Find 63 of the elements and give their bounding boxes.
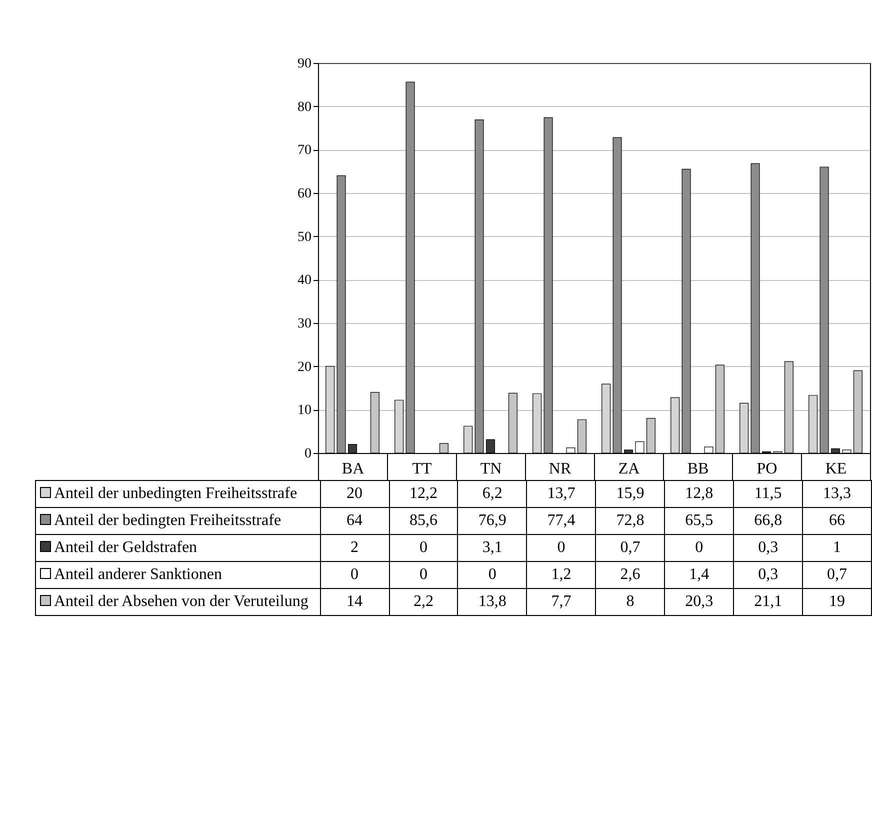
data-label: 0 bbox=[389, 534, 458, 562]
data-label: 85,6 bbox=[389, 508, 458, 534]
data-label: 14 bbox=[320, 588, 389, 616]
y-tick-label: 0 bbox=[304, 446, 312, 462]
legend-label: Anteil der Absehen von der Veruteilung bbox=[36, 588, 320, 616]
y-tick-label: 70 bbox=[298, 143, 312, 158]
x-tick-label: TT bbox=[412, 460, 432, 478]
data-label: 76,9 bbox=[458, 508, 527, 534]
data-label: 19 bbox=[802, 588, 872, 616]
data-label: 13,8 bbox=[458, 588, 527, 616]
data-label: 64 bbox=[320, 508, 389, 534]
x-tick-label: ZA bbox=[618, 460, 640, 478]
data-label: 0 bbox=[389, 562, 458, 588]
x-tick-label: BA bbox=[342, 460, 365, 478]
data-label: 20,3 bbox=[664, 588, 734, 616]
data-label: 2,6 bbox=[596, 562, 665, 588]
data-label: 3,1 bbox=[458, 534, 527, 562]
y-tick-label: 30 bbox=[298, 316, 312, 332]
data-label: 1 bbox=[802, 534, 872, 562]
legend-label: Anteil der unbedingten Freiheitsstrafe bbox=[36, 480, 320, 508]
data-label: 0,3 bbox=[734, 562, 803, 588]
data-label: 2,2 bbox=[389, 588, 458, 616]
x-tick-label: TN bbox=[480, 460, 502, 478]
x-tick-label: NR bbox=[548, 460, 572, 478]
data-label: 21,1 bbox=[734, 588, 803, 616]
data-label: 0,3 bbox=[734, 534, 803, 562]
data-label: 65,5 bbox=[664, 508, 734, 534]
y-tick-label: 40 bbox=[298, 273, 312, 288]
data-label: 13,3 bbox=[802, 480, 872, 508]
data-label: 1,2 bbox=[526, 562, 596, 588]
data-label: 66,8 bbox=[734, 508, 803, 534]
data-label: 1,4 bbox=[664, 562, 734, 588]
data-label: 13,7 bbox=[526, 480, 596, 508]
x-tick-label: KE bbox=[825, 460, 847, 478]
data-label: 66 bbox=[802, 508, 872, 534]
data-label: 0 bbox=[458, 562, 527, 588]
data-label: 0 bbox=[320, 562, 389, 588]
legend-label: Anteil der Geldstrafen bbox=[36, 534, 320, 562]
data-label: 11,5 bbox=[734, 480, 803, 508]
data-label: 0 bbox=[526, 534, 596, 562]
data-label: 7,7 bbox=[526, 588, 596, 616]
y-tick-label: 60 bbox=[298, 186, 312, 202]
data-label: 77,4 bbox=[526, 508, 596, 534]
data-label: 6,2 bbox=[458, 480, 527, 508]
y-tick-label: 20 bbox=[298, 360, 312, 375]
x-tick-label: BB bbox=[687, 460, 709, 478]
y-tick-label: 50 bbox=[298, 230, 312, 245]
legend-label: Anteil anderer Sanktionen bbox=[36, 562, 320, 588]
data-label: 15,9 bbox=[596, 480, 665, 508]
data-label: 12,2 bbox=[389, 480, 458, 508]
data-label: 72,8 bbox=[596, 508, 665, 534]
x-tick-label: PO bbox=[756, 460, 778, 478]
y-tick-label: 10 bbox=[298, 403, 312, 418]
legend-label: Anteil der bedingten Freiheitsstrafe bbox=[36, 508, 320, 534]
data-label: 0,7 bbox=[596, 534, 665, 562]
data-label: 20 bbox=[320, 480, 389, 508]
data-label: 0 bbox=[664, 534, 734, 562]
y-tick-label: 90 bbox=[298, 56, 312, 72]
data-label: 12,8 bbox=[664, 480, 734, 508]
data-label: 8 bbox=[596, 588, 665, 616]
data-label: 2 bbox=[320, 534, 389, 562]
y-tick-label: 80 bbox=[298, 100, 312, 115]
data-label: 0,7 bbox=[802, 562, 872, 588]
